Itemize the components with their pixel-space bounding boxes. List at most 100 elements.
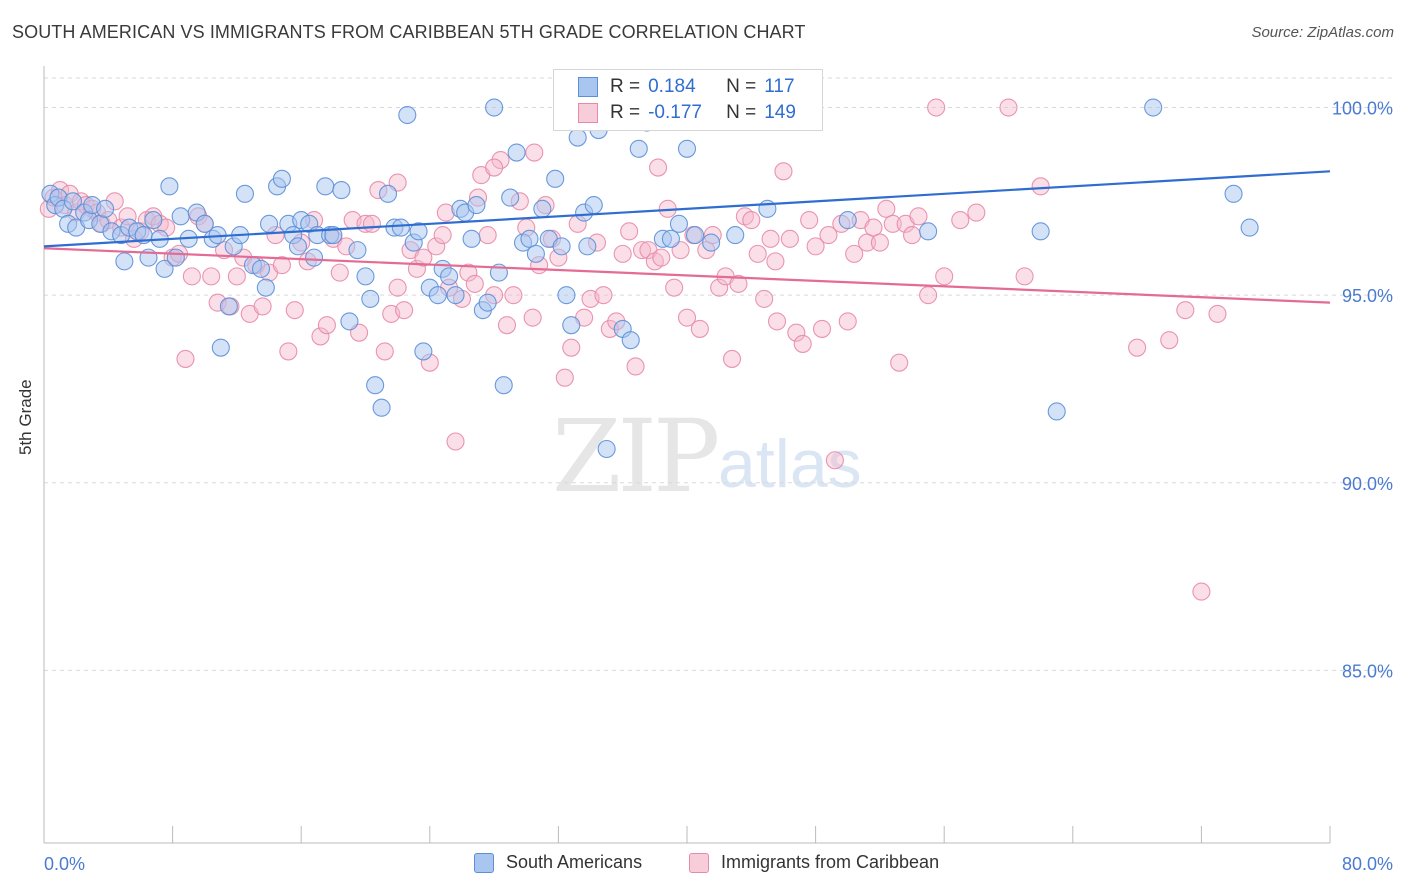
data-point-caribbean	[766, 252, 785, 271]
data-point-caribbean	[388, 278, 407, 297]
data-point-south-american	[462, 229, 481, 248]
data-point-caribbean	[285, 301, 304, 320]
data-point-caribbean	[710, 278, 729, 297]
data-point-south-american	[391, 218, 410, 237]
data-point-south-american	[485, 98, 504, 117]
tick-labels: 100.0% 95.0% 90.0% 85.0% 0.0% 80.0%	[44, 99, 1393, 874]
data-point-caribbean	[491, 151, 510, 170]
data-point-caribbean	[311, 327, 330, 346]
data-point-caribbean	[459, 263, 478, 282]
grid-lines	[44, 77, 1392, 671]
data-point-south-american	[1144, 98, 1163, 117]
data-point-south-american	[372, 398, 391, 417]
data-point-caribbean	[1128, 338, 1147, 357]
legend-label-caribbean: Immigrants from Caribbean	[721, 852, 940, 872]
data-point-caribbean	[927, 98, 946, 117]
data-point-caribbean	[272, 256, 291, 275]
data-point-south-american	[332, 181, 351, 200]
legend-swatch-pink	[578, 103, 598, 123]
data-point-south-american	[378, 184, 398, 203]
x-tick-label: 80.0%	[1342, 854, 1393, 874]
data-point-south-american	[621, 331, 640, 350]
y-tick-label: 100.0%	[1332, 99, 1393, 119]
data-point-south-american	[361, 289, 380, 308]
data-point-south-american	[316, 177, 335, 196]
data-point-south-american	[467, 196, 486, 215]
data-point-south-american	[219, 297, 238, 316]
data-point-south-american	[414, 342, 433, 361]
legend-label-south-americans: South Americans	[506, 852, 643, 872]
data-point-caribbean	[755, 289, 774, 308]
data-point-south-american	[507, 143, 526, 162]
data-point-caribbean	[812, 319, 832, 338]
data-point-south-american	[726, 226, 745, 245]
data-point-south-american	[195, 214, 214, 233]
data-point-caribbean	[857, 233, 877, 252]
data-point-caribbean	[883, 214, 902, 233]
data-point-caribbean	[317, 316, 336, 335]
series-legend: South Americans Immigrants from Caribbea…	[0, 852, 1406, 878]
data-point-south-american	[677, 139, 697, 158]
data-point-south-american	[446, 286, 465, 305]
data-point-south-american	[356, 267, 375, 286]
data-point-south-american	[578, 237, 597, 256]
data-point-caribbean	[523, 308, 542, 327]
data-point-south-american	[96, 199, 115, 218]
data-point-caribbean	[1176, 301, 1195, 320]
data-point-caribbean	[620, 222, 639, 241]
data-point-caribbean	[838, 312, 857, 331]
data-point-caribbean	[935, 267, 954, 286]
legend-item-south-americans[interactable]: South Americans	[474, 852, 642, 873]
data-point-caribbean	[202, 267, 221, 286]
data-point-south-american	[629, 139, 648, 158]
data-point-caribbean	[279, 342, 298, 361]
data-point-caribbean	[1160, 331, 1179, 350]
data-point-caribbean	[677, 308, 697, 327]
data-point-caribbean	[742, 211, 761, 230]
data-point-caribbean	[890, 353, 909, 372]
data-point-south-american	[324, 226, 343, 245]
data-point-south-american	[366, 376, 385, 395]
data-point-south-american	[494, 376, 513, 395]
y-tick-label: 95.0%	[1342, 286, 1393, 306]
data-point-south-american	[211, 338, 230, 357]
legend-row-caribbean: R = -0.177 N = 149	[578, 100, 796, 126]
data-point-south-american	[702, 233, 721, 252]
legend-item-caribbean[interactable]: Immigrants from Caribbean	[689, 852, 939, 873]
data-point-caribbean	[1192, 582, 1211, 601]
data-point-caribbean	[1208, 304, 1227, 323]
data-point-south-american	[144, 211, 163, 230]
data-point-caribbean	[1031, 177, 1050, 196]
legend-n-value: 117	[764, 76, 795, 97]
data-point-caribbean	[485, 158, 504, 177]
data-point-caribbean	[919, 286, 938, 305]
data-point-south-american	[1240, 218, 1259, 237]
data-point-south-american	[251, 259, 271, 278]
trend-line-caribbean	[43, 247, 1331, 304]
data-point-south-american	[919, 222, 938, 241]
data-point-south-american	[568, 128, 587, 147]
watermark-zip: ZIP	[552, 398, 720, 515]
x-tick-label: 0.0%	[44, 854, 85, 874]
legend-swatch-blue	[578, 77, 598, 97]
data-point-caribbean	[1015, 267, 1034, 286]
data-point-caribbean	[632, 241, 652, 260]
data-point-south-american	[557, 286, 576, 305]
data-point-south-american	[288, 237, 308, 256]
data-point-caribbean	[395, 301, 414, 320]
chart-title: SOUTH AMERICAN VS IMMIGRANTS FROM CARIBB…	[12, 22, 806, 42]
data-point-caribbean	[176, 349, 195, 368]
data-point-caribbean	[652, 248, 671, 267]
data-point-south-american	[259, 214, 279, 233]
data-point-south-american	[348, 241, 367, 260]
data-point-south-american	[526, 244, 545, 263]
watermark-atlas: atlas	[718, 426, 862, 502]
data-point-south-american	[160, 177, 179, 196]
data-point-south-american	[478, 293, 497, 312]
data-point-caribbean	[909, 207, 928, 226]
y-axis-label: 5th Grade	[16, 379, 35, 455]
data-point-caribbean	[446, 432, 465, 451]
data-point-caribbean	[761, 229, 780, 248]
data-point-caribbean	[182, 267, 201, 286]
data-point-south-american	[685, 226, 705, 245]
